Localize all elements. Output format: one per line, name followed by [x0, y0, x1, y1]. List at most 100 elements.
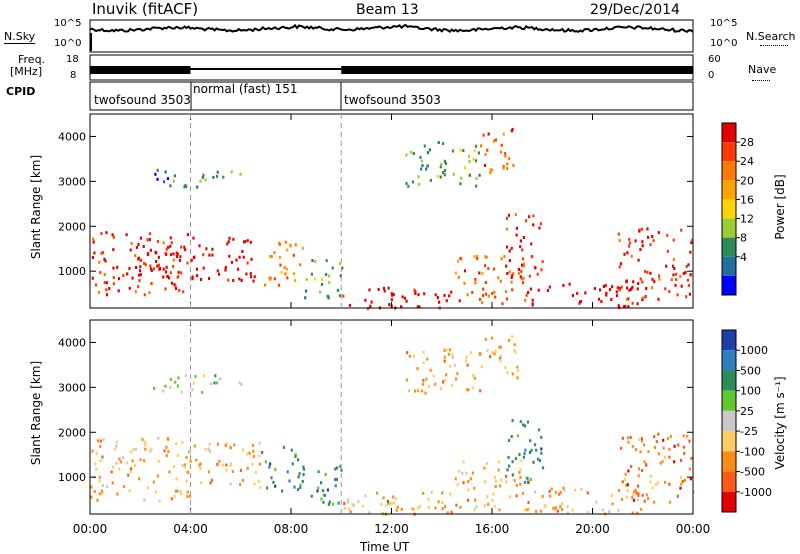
scatter-cell — [675, 272, 678, 276]
scatter-cell — [139, 273, 142, 277]
scatter-cell — [540, 268, 543, 272]
scatter-cell — [159, 266, 162, 270]
scatter-cell — [680, 482, 683, 486]
scatter-cell — [92, 237, 95, 241]
scatter-cell — [169, 184, 172, 188]
scatter-cell — [451, 355, 454, 359]
scatter-cell — [191, 388, 194, 392]
scatter-cell — [99, 271, 102, 275]
scatter-cell — [647, 450, 650, 454]
scatter-cell — [471, 291, 474, 294]
scatter-cell — [482, 133, 485, 137]
scatter-cell — [174, 380, 177, 384]
scatter-cell — [214, 374, 217, 378]
scatter-cell — [615, 290, 618, 294]
scatter-cell — [641, 493, 644, 497]
scatter-cell — [631, 444, 634, 448]
scatter-cell — [233, 443, 236, 447]
scatter-cell — [156, 240, 159, 243]
scatter-cell — [434, 382, 437, 386]
scatter-cell — [478, 352, 481, 355]
scatter-cell — [302, 467, 306, 471]
scatter-cell — [527, 501, 530, 504]
scatter-cell — [188, 494, 192, 498]
scatter-cell — [417, 388, 420, 391]
scatter-cell — [162, 241, 165, 245]
scatter-cell — [479, 389, 482, 393]
scatter-cell — [420, 159, 424, 163]
scatter-cell — [524, 448, 527, 452]
scatter-cell — [469, 351, 472, 355]
scatter-cell — [622, 305, 626, 309]
scatter-cell — [541, 466, 545, 470]
scatter-cell — [286, 248, 289, 252]
scatter-cell — [628, 237, 631, 241]
scatter-cell — [135, 266, 138, 269]
scatter-cell — [516, 365, 519, 369]
scatter-cell — [242, 255, 245, 259]
x-tick-label: 00:00 — [676, 522, 711, 536]
scatter-cell — [412, 152, 415, 156]
scatter-cell — [461, 471, 464, 475]
scatter-cell — [278, 256, 282, 259]
scatter-cell — [395, 508, 398, 512]
scatter-cell — [244, 240, 247, 244]
freq-bar — [341, 66, 693, 74]
scatter-cell — [477, 151, 480, 155]
scatter-cell — [305, 277, 308, 281]
scatter-cell — [686, 434, 689, 438]
scatter-cell — [519, 420, 522, 424]
scatter-cell — [466, 388, 469, 392]
scatter-cell — [95, 451, 98, 455]
scatter-cell — [442, 142, 445, 146]
scatter-cell — [291, 462, 294, 466]
y-tick-label: 4000 — [58, 336, 86, 349]
scatter-cell — [129, 467, 133, 471]
scatter-cell — [515, 483, 518, 487]
scatter-cell — [468, 173, 471, 177]
scatter-cell — [229, 482, 232, 486]
cpid-segment: twofsound 3503 — [344, 93, 441, 107]
scatter-cell — [634, 239, 637, 243]
scatter-cell — [672, 273, 675, 277]
scatter-cell — [117, 289, 120, 293]
scatter-cell — [338, 262, 342, 265]
scatter-cell — [148, 291, 151, 295]
scatter-cell — [343, 507, 346, 510]
scatter-cell — [165, 265, 168, 269]
scatter-cell — [673, 460, 676, 464]
scatter-cell — [138, 273, 141, 277]
scatter-cell — [310, 272, 313, 276]
colorbar-tick-label: 8 — [740, 232, 747, 245]
scatter-cell — [563, 488, 566, 492]
scatter-cell — [269, 254, 272, 258]
scatter-cell — [224, 266, 227, 269]
colorbar-tick-label: 28 — [740, 136, 754, 149]
cpid-panel-frame — [89, 81, 694, 111]
scatter-cell — [487, 267, 490, 271]
scatter-cell — [425, 377, 428, 381]
scatter-cell — [324, 473, 327, 476]
scatter-cell — [618, 239, 621, 243]
scatter-cell — [423, 292, 426, 296]
scatter-cell — [522, 423, 525, 427]
scatter-cell — [172, 179, 175, 183]
scatter-cell — [200, 278, 203, 281]
scatter-cell — [208, 449, 211, 453]
scatter-cell — [286, 276, 289, 280]
scatter-cell — [116, 492, 119, 496]
nsearch-dots — [760, 45, 788, 46]
scatter-cell — [122, 274, 125, 277]
scatter-cell — [103, 273, 106, 277]
scatter-cell — [510, 335, 514, 339]
scatter-cell — [643, 499, 646, 503]
scatter-cell — [274, 484, 277, 488]
scatter-cell — [246, 452, 249, 456]
scatter-cell — [685, 265, 688, 268]
scatter-cell — [423, 144, 426, 148]
scatter-cell — [327, 295, 330, 299]
scatter-cell — [253, 482, 256, 486]
scatter-cell — [418, 305, 421, 309]
scatter-cell — [441, 171, 445, 175]
cpid-segment: twofsound 3503 — [94, 93, 191, 107]
